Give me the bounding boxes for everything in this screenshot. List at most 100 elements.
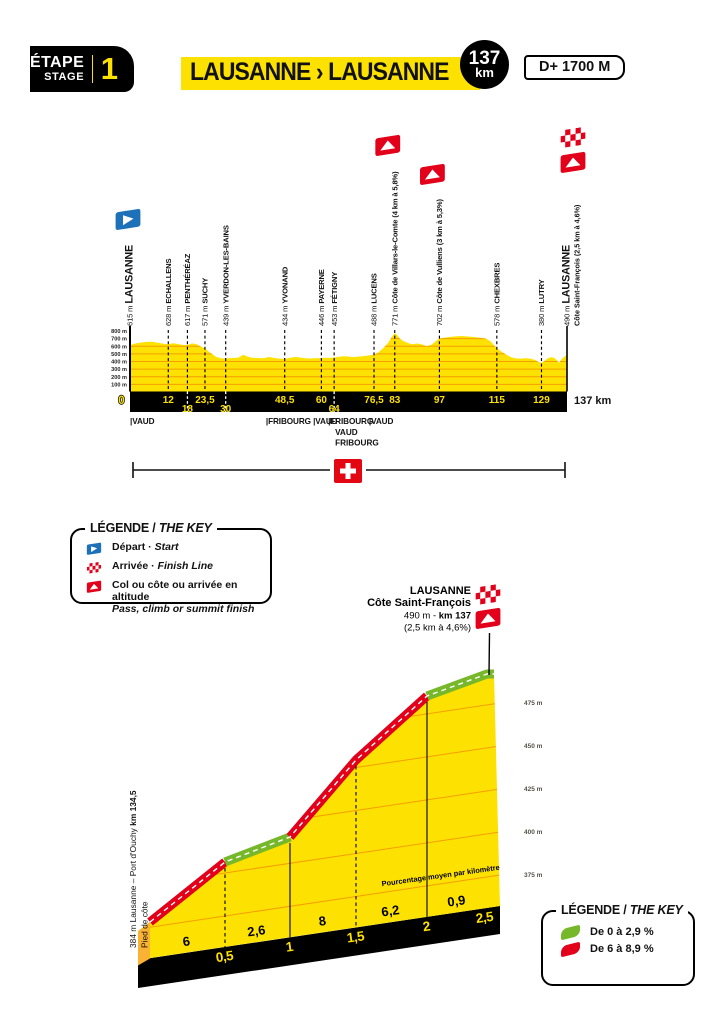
svg-text:LAUSANNE: LAUSANNE: [410, 585, 471, 597]
start-flag-icon: [114, 207, 142, 232]
climb-flag-icon: [559, 150, 587, 175]
region-label: |FRIBOURG: [328, 417, 373, 426]
elevation-gain-badge: D+ 1700 M: [524, 55, 626, 80]
region-label: |FRIBOURG: [266, 417, 311, 426]
km-label: 97: [434, 395, 446, 406]
elevation-axis-label: 600 m: [111, 344, 127, 350]
elevation-axis-label: 500 m: [111, 352, 127, 358]
km-label: 129: [533, 395, 550, 406]
km-scale-band: [130, 391, 567, 412]
svg-text:617 m PENTHÉRÉAZ: 617 m PENTHÉRÉAZ: [183, 253, 192, 326]
stage-title: LAUSANNE › LAUSANNE: [190, 58, 449, 86]
km-label: 18: [182, 404, 194, 415]
climb-gradient-label: 6,2: [380, 902, 400, 919]
waypoint-label: 571 m SUCHY: [201, 278, 210, 326]
climb-gradient-label: 8: [318, 913, 327, 929]
distance-unit: km: [475, 65, 494, 81]
climb-km-label: 2,5: [475, 909, 495, 926]
waypoint-label: 439 m YVERDON-LES-BAINS: [221, 225, 230, 326]
profile-legend: LÉGENDE / THE KEY Départ · Start Arrivée…: [70, 521, 272, 615]
climb-elevation-label: 450 m: [524, 743, 543, 750]
climb-km-label: 1,5: [346, 928, 366, 945]
finish-checkered-flag-icon: [559, 125, 587, 150]
svg-text:578 m CHEXBRES: 578 m CHEXBRES: [493, 263, 502, 326]
svg-text:488 m LUCENS: 488 m LUCENS: [370, 273, 379, 326]
km-label-finish: 137 km: [574, 395, 612, 407]
svg-text:380 m LUTRY: 380 m LUTRY: [537, 279, 546, 326]
gradient-legend-item-red: De 6 à 8,9 %: [561, 941, 693, 958]
legend-item-climb-label: Col ou côte ou arrivée en altitude Pass,…: [112, 579, 255, 616]
elevation-axis-label: 300 m: [111, 367, 127, 373]
svg-text:453 m FÉTIGNY: 453 m FÉTIGNY: [330, 272, 339, 326]
km-label: 60: [316, 395, 328, 406]
svg-text:439 m YVERDON-LES-BAINS: 439 m YVERDON-LES-BAINS: [221, 225, 230, 326]
legend-item-finish-label: Arrivée · Finish Line: [112, 560, 213, 572]
km-label: 30: [220, 404, 232, 415]
svg-text:771 m Côte de Villars-le-Comte: 771 m Côte de Villars-le-Comte (4 km à 5…: [390, 171, 399, 326]
climb-base-label: 384 m Lausanne – Port d'Ouchy km 134,5Pi…: [128, 790, 150, 948]
waypoint-label: 490 m LAUSANNE Côte Saint-François (2,5 k…: [561, 204, 582, 326]
svg-text:384 m Lausanne – Port d'Ouchy: 384 m Lausanne – Port d'Ouchy km 134,5: [128, 790, 138, 948]
legend-item-start-label: Départ · Start: [112, 541, 179, 553]
svg-text:490 m - km 137: 490 m - km 137: [404, 611, 471, 622]
svg-text:628 m ECHALLENS: 628 m ECHALLENS: [164, 259, 173, 326]
start-flag-icon: [84, 541, 104, 556]
climb-km-label: 1: [285, 939, 295, 955]
climb-elevation-label: 375 m: [524, 872, 543, 879]
climb-elevation-label: 425 m: [524, 786, 543, 793]
elevation-axis-label: 200 m: [111, 375, 127, 381]
svg-text:490 m LAUSANNE: 490 m LAUSANNE: [561, 245, 573, 326]
legend-title-fr: LÉGENDE /: [90, 521, 156, 535]
legend-title-en: THE KEY: [158, 521, 212, 535]
stage-badge-title-en: STAGE: [44, 70, 85, 83]
region-label: VAUD: [335, 428, 358, 437]
stage-badge-titles: ÉTAPE STAGE: [30, 54, 85, 83]
finish-flag-icon: [84, 560, 104, 575]
climb-gradient-label: 2,6: [246, 922, 266, 939]
country-bracket: [132, 459, 566, 483]
waypoint-label: 628 m ECHALLENS: [164, 259, 173, 326]
km-label: 115: [489, 395, 506, 406]
svg-text:Côte Saint-François: Côte Saint-François: [367, 597, 471, 609]
stage-number: 1: [100, 51, 118, 86]
climb-base-band: [138, 906, 500, 988]
swiss-flag-icon: [334, 459, 362, 483]
km-label: 23,5: [195, 395, 215, 406]
km-label-start: 0: [118, 395, 124, 407]
svg-text:702 m Côte de Vulliens (3 km à: 702 m Côte de Vulliens (3 km à 5,3%): [435, 199, 444, 326]
stage-badge: ÉTAPE STAGE 1: [30, 46, 134, 92]
stage-title-highlight: LAUSANNE › LAUSANNE: [181, 57, 480, 90]
region-label: |VAUD: [130, 417, 155, 426]
profile-legend-title: LÉGENDE / THE KEY: [85, 521, 217, 535]
region-label: |VAUD: [313, 417, 338, 426]
climb-flag-icon: [84, 579, 104, 594]
climb-left-edge: [138, 922, 150, 966]
elevation-axis-label: 100 m: [111, 382, 127, 388]
climb-profile-chart: 475 m 450 m 425 m 400 m 375 m 0,5 6 1 2,6 1,5 8 2 6,…: [128, 582, 543, 988]
waypoint-label: 702 m Côte de Vulliens (3 km à 5,3%): [435, 199, 444, 326]
elevation-axis-label: 800 m: [111, 329, 127, 335]
gradient-legend-title-en: THE KEY: [629, 903, 683, 917]
svg-text:615 m LAUSANNE: 615 m LAUSANNE: [124, 245, 136, 326]
distance-badge: 137 km: [460, 40, 509, 89]
region-label: FRIBOURG: [335, 439, 379, 448]
green-gradient-label: De 0 à 2,9 %: [590, 926, 654, 938]
waypoint-label: 488 m LUCENS: [370, 273, 379, 326]
svg-text:434 m YVONAND: 434 m YVONAND: [280, 266, 289, 326]
legend-item-climb: Col ou côte ou arrivée en altitude Pass,…: [84, 579, 270, 615]
gradient-legend: LÉGENDE / THE KEY De 0 à 2,9 % De 6 à 8,…: [541, 903, 695, 986]
waypoint-label: 771 m Côte de Villars-le-Comte (4 km à 5…: [390, 171, 399, 326]
region-label: |VAUD: [369, 417, 394, 426]
climb-elevation-label: 400 m: [524, 829, 543, 836]
green-gradient-swatch: [561, 924, 580, 941]
climb-centerline: [149, 673, 494, 923]
svg-text:446 m PAYERNE: 446 m PAYERNE: [317, 269, 326, 326]
climb-elevation-label: 475 m: [524, 700, 543, 707]
waypoint-label: 615 m LAUSANNE: [124, 245, 136, 326]
climb-km-label: 0,5: [215, 948, 235, 965]
finish-checkered-flag-icon: [474, 582, 502, 607]
waypoint-label: 446 m PAYERNE: [317, 269, 326, 326]
waypoint-label: 434 m YVONAND: [280, 266, 289, 326]
